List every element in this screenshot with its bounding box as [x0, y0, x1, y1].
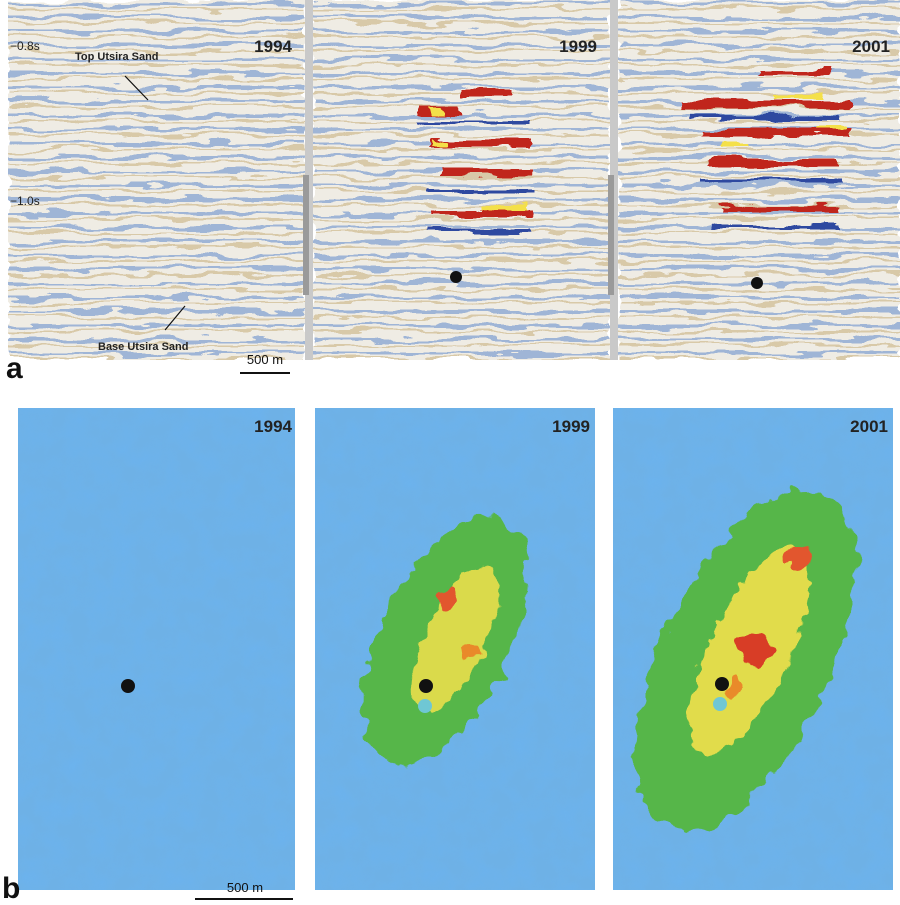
seismic-sections: −0.8s −1.0s Top Utsira Sand Base Utsira …	[6, 0, 900, 385]
year-label: 1999	[552, 417, 590, 436]
time-label: −1.0s	[10, 194, 40, 208]
year-label: 2001	[850, 417, 888, 436]
figure: −0.8s −1.0s Top Utsira Sand Base Utsira …	[0, 0, 900, 905]
annotation: Base Utsira Sand	[98, 341, 188, 353]
scroll-marker	[608, 175, 614, 295]
year-label: 2001	[852, 37, 890, 56]
scale-label: 500 m	[247, 352, 283, 367]
map-1999	[315, 408, 595, 890]
annotation: Top Utsira Sand	[75, 51, 159, 63]
scale-label: 500 m	[227, 880, 263, 895]
injection-point	[450, 271, 462, 283]
spot	[713, 697, 727, 711]
amplitude-maps: 1994 1999 2001 b 500 m	[2, 408, 900, 905]
year-label: 1999	[559, 37, 597, 56]
spot	[418, 699, 432, 713]
map-2001	[590, 408, 900, 890]
panel-label: a	[6, 352, 23, 385]
injection-point	[751, 277, 763, 289]
map-1994	[18, 408, 295, 890]
panel-label: b	[2, 872, 20, 905]
scroll-marker	[303, 175, 309, 295]
injection-point	[419, 679, 433, 693]
year-label: 1994	[254, 37, 292, 56]
time-label: −0.8s	[10, 39, 40, 53]
injection-point	[121, 679, 135, 693]
injection-point	[715, 677, 729, 691]
year-label: 1994	[254, 417, 292, 436]
